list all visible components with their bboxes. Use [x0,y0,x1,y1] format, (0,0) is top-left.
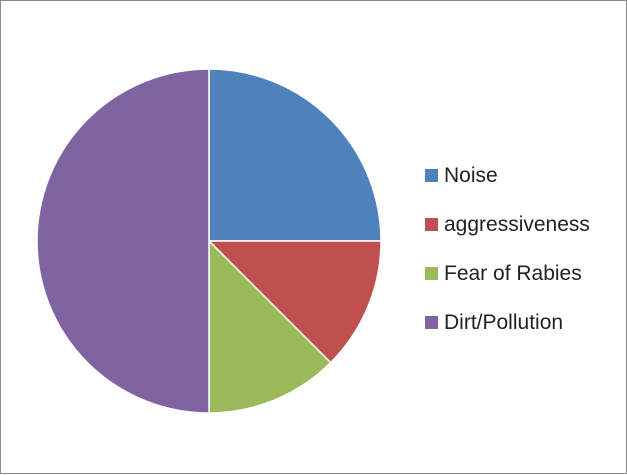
pie-slice-dirt-pollution [36,68,210,414]
legend-label-fear-of-rabies: Fear of Rabies [444,261,582,285]
legend-swatch-aggressiveness [425,218,438,231]
legend-label-dirt-pollution: Dirt/Pollution [444,310,564,334]
legend: Noise aggressiveness Fear of Rabies Dirt… [425,151,615,347]
legend-swatch-noise [425,169,438,182]
legend-label-noise: Noise [444,163,498,187]
legend-swatch-dirt-pollution [425,316,438,329]
pie-slice-noise [208,68,382,242]
legend-label-aggressiveness: aggressiveness [444,212,590,236]
legend-item-dirt-pollution: Dirt/Pollution [425,298,615,347]
legend-item-aggressiveness: aggressiveness [425,200,615,249]
legend-swatch-fear-of-rabies [425,267,438,280]
legend-item-fear-of-rabies: Fear of Rabies [425,249,615,298]
pie-slice-aggressiveness [208,240,382,364]
legend-item-noise: Noise [425,151,615,200]
pie-slice-fear-of-rabies [208,240,332,414]
